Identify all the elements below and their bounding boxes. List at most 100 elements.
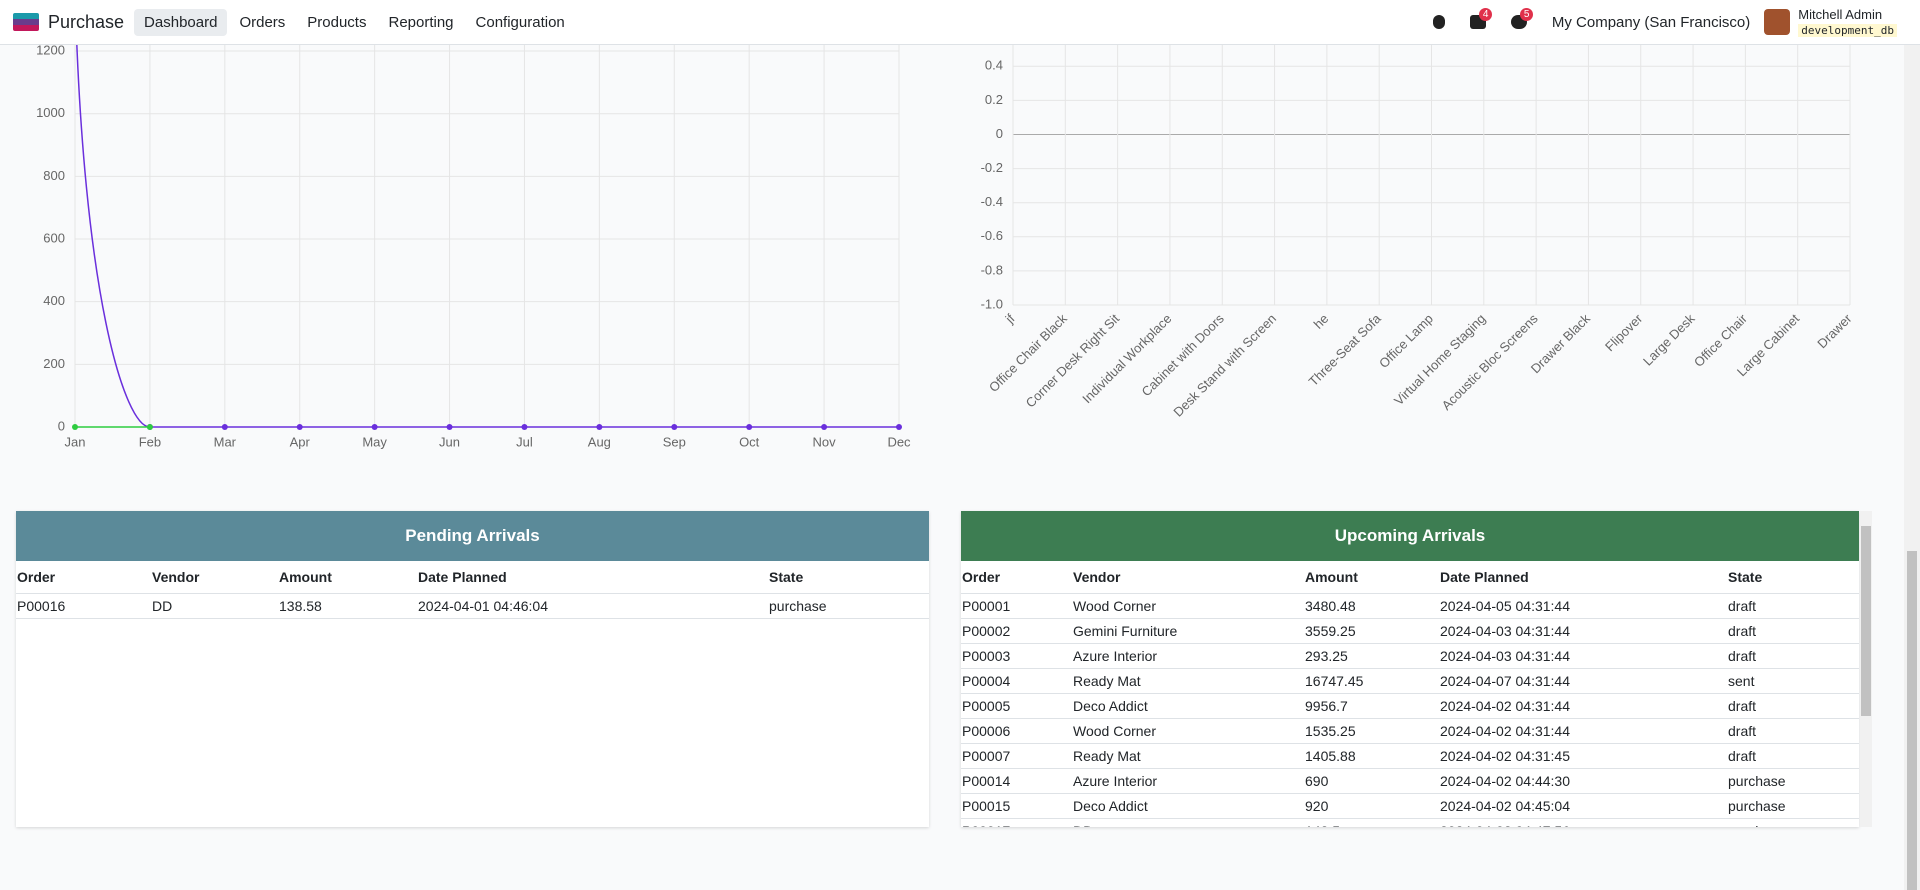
app-logo[interactable] (13, 13, 39, 31)
cell: Deco Addict (1072, 794, 1304, 819)
cell: 3480.48 (1304, 594, 1439, 619)
menu-item[interactable]: Configuration (466, 9, 575, 36)
cell: draft (1727, 619, 1859, 644)
cell: P00003 (961, 644, 1072, 669)
menu-item[interactable]: Orders (229, 9, 295, 36)
user-menu[interactable]: Mitchell Admindevelopment_db (1798, 7, 1897, 38)
menu-item[interactable]: Reporting (378, 9, 463, 36)
activities-icon[interactable]: 5 (1511, 15, 1527, 29)
column-header[interactable]: Vendor (151, 561, 278, 594)
y-tick-label: -1.0 (981, 296, 1003, 311)
menu-item[interactable]: Products (297, 9, 376, 36)
table-body: P00001Wood Corner3480.482024-04-05 04:31… (961, 594, 1859, 828)
cell: 920 (1304, 794, 1439, 819)
row[interactable]: P00004Ready Mat16747.452024-04-07 04:31:… (961, 669, 1859, 694)
header-row: OrderVendorAmountDate PlannedState (961, 561, 1859, 594)
row[interactable]: P00006Wood Corner1535.252024-04-02 04:31… (961, 719, 1859, 744)
cell: Deco Addict (1072, 694, 1304, 719)
panel-title: Upcoming Arrivals (961, 511, 1859, 561)
cell: 16747.45 (1304, 669, 1439, 694)
x-tick-label: Jun (439, 434, 460, 449)
table: OrderVendorAmountDate PlannedStateP00016… (16, 561, 929, 619)
column-header[interactable]: Date Planned (1439, 561, 1727, 594)
table-body: P00016DD138.582024-04-01 04:46:04purchas… (16, 594, 929, 619)
row[interactable]: P00014Azure Interior6902024-04-02 04:44:… (961, 769, 1859, 794)
column-header[interactable]: Vendor (1072, 561, 1304, 594)
y-tick-label: 0 (58, 418, 65, 433)
cell: P00017 (961, 819, 1072, 828)
cell: DD (1072, 819, 1304, 828)
cell: Ready Mat (1072, 669, 1304, 694)
cell: 2024-04-02 04:47:56 (1439, 819, 1727, 828)
navbar: Purchase DashboardOrdersProductsReportin… (0, 0, 1920, 45)
column-header[interactable]: Order (16, 561, 151, 594)
app-name[interactable]: Purchase (48, 12, 124, 33)
column-header[interactable]: State (768, 561, 929, 594)
cell: draft (1727, 644, 1859, 669)
y-tick-label: -0.6 (981, 228, 1003, 243)
panel-title: Pending Arrivals (16, 511, 929, 561)
cell: Gemini Furniture (1072, 619, 1304, 644)
point (447, 424, 453, 430)
y-tick-label: 1000 (36, 105, 65, 120)
cell: 2024-04-01 04:46:04 (417, 594, 768, 619)
cell: 2024-04-02 04:45:04 (1439, 794, 1727, 819)
x-tick-label: Aug (588, 434, 611, 449)
point (372, 424, 378, 430)
x-tick-label: Corner Desk Right Sit (1023, 311, 1123, 411)
scroll-thumb[interactable] (1861, 526, 1871, 716)
column-header[interactable]: Date Planned (417, 561, 768, 594)
cell: 2024-04-02 04:31:45 (1439, 744, 1727, 769)
cell: draft (1727, 694, 1859, 719)
charts: 020040060080010001200JanFebMarAprMayJunJ… (0, 0, 1920, 480)
cell: 138.58 (278, 594, 417, 619)
x-tick-label: Drawer (1814, 310, 1855, 351)
column-header[interactable]: Amount (278, 561, 417, 594)
cell: P00014 (961, 769, 1072, 794)
cell: 2024-04-02 04:31:44 (1439, 694, 1727, 719)
table-head: OrderVendorAmountDate PlannedState (16, 561, 929, 594)
row[interactable]: P00015Deco Addict9202024-04-02 04:45:04p… (961, 794, 1859, 819)
company-switcher[interactable]: My Company (San Francisco) (1552, 14, 1750, 31)
point (596, 424, 602, 430)
cell: 690 (1304, 769, 1439, 794)
column-header[interactable]: Order (961, 561, 1072, 594)
x-tick-label: Dec (887, 434, 911, 449)
point (896, 424, 902, 430)
point (821, 424, 827, 430)
point (222, 424, 228, 430)
menu-item[interactable]: Dashboard (134, 9, 227, 36)
x-tick-label: May (362, 434, 387, 449)
x-tick-label: Flipover (1602, 310, 1646, 354)
column-header[interactable]: State (1727, 561, 1859, 594)
row[interactable]: P00016DD138.582024-04-01 04:46:04purchas… (16, 594, 929, 619)
avatar[interactable] (1764, 9, 1790, 35)
scroll-thumb[interactable] (1907, 551, 1917, 890)
debug-icon[interactable] (1433, 15, 1445, 29)
cell: P00006 (961, 719, 1072, 744)
table-scrollbar[interactable] (1860, 511, 1872, 827)
row[interactable]: P00001Wood Corner3480.482024-04-05 04:31… (961, 594, 1859, 619)
cell: 1405.88 (1304, 744, 1439, 769)
cell: 148.5 (1304, 819, 1439, 828)
x-tick-label: Individual Workplace (1079, 311, 1174, 406)
row[interactable]: P00003Azure Interior293.252024-04-03 04:… (961, 644, 1859, 669)
cell: 2024-04-03 04:31:44 (1439, 644, 1727, 669)
point (72, 424, 78, 430)
column-header[interactable]: Amount (1304, 561, 1439, 594)
row[interactable]: P00017DD148.52024-04-02 04:47:56purchase (961, 819, 1859, 828)
row[interactable]: P00007Ready Mat1405.882024-04-02 04:31:4… (961, 744, 1859, 769)
cell: P00004 (961, 669, 1072, 694)
cell: P00001 (961, 594, 1072, 619)
systray: 4 5 My Company (San Francisco) Mitchell … (1433, 7, 1920, 38)
table-head: OrderVendorAmountDate PlannedState (961, 561, 1859, 594)
x-tick-label: Large Desk (1640, 311, 1698, 369)
row[interactable]: P00005Deco Addict9956.72024-04-02 04:31:… (961, 694, 1859, 719)
page-scrollbar[interactable] (1904, 0, 1920, 890)
messages-icon[interactable]: 4 (1470, 15, 1486, 29)
x-tick-label: Acoustic Bloc Screens (1439, 311, 1541, 413)
upcoming-panel: Upcoming ArrivalsOrderVendorAmountDate P… (961, 511, 1859, 827)
table: OrderVendorAmountDate PlannedStateP00001… (961, 561, 1859, 827)
row[interactable]: P00002Gemini Furniture3559.252024-04-03 … (961, 619, 1859, 644)
